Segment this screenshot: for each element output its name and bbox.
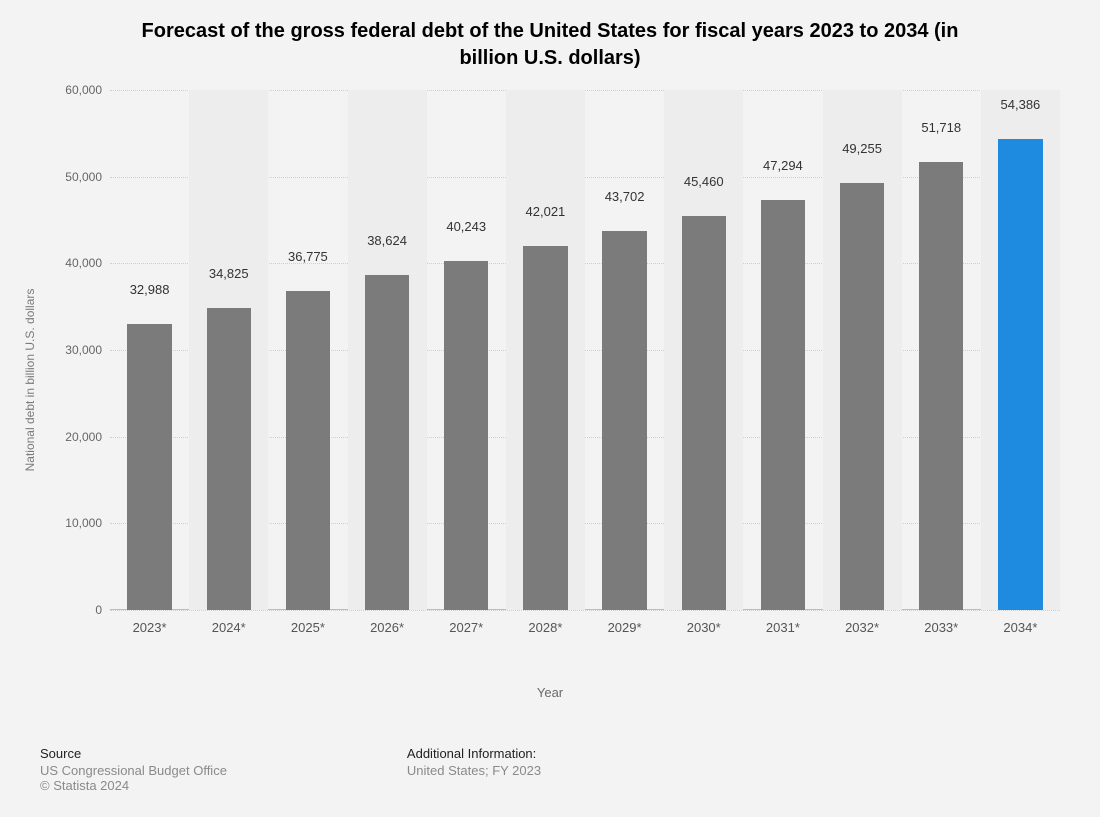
- bar: [919, 162, 963, 610]
- x-tick-label: 2025*: [268, 610, 347, 635]
- bar-slot: 32,9882023*: [110, 90, 189, 610]
- source-heading: Source: [40, 746, 227, 761]
- title-line-2: billion U.S. dollars): [459, 47, 640, 69]
- x-tick-label: 2032*: [823, 610, 902, 635]
- bar: [127, 324, 171, 610]
- y-axis-label: National debt in billion U.S. dollars: [23, 289, 37, 472]
- bar-value-label: 38,624: [348, 233, 427, 254]
- x-tick-label: 2027*: [427, 610, 506, 635]
- bar-value-label: 45,460: [664, 174, 743, 195]
- bar: [444, 261, 488, 610]
- x-tick-label: 2029*: [585, 610, 664, 635]
- bar-value-label: 54,386: [981, 97, 1060, 118]
- y-tick-label: 30,000: [65, 343, 102, 357]
- y-tick-label: 40,000: [65, 256, 102, 270]
- x-tick-label: 2033*: [902, 610, 981, 635]
- x-tick-label: 2028*: [506, 610, 585, 635]
- source-block: Source US Congressional Budget Office © …: [40, 746, 227, 793]
- bar-value-label: 47,294: [743, 158, 822, 179]
- bar: [207, 308, 251, 610]
- bar-value-label: 43,702: [585, 189, 664, 210]
- bar: [286, 291, 330, 610]
- y-tick-label: 50,000: [65, 170, 102, 184]
- bar-slot: 47,2942031*: [743, 90, 822, 610]
- source-line-1: US Congressional Budget Office: [40, 763, 227, 778]
- additional-info-line-1: United States; FY 2023: [407, 763, 541, 778]
- y-tick-label: 60,000: [65, 83, 102, 97]
- bar-value-label: 49,255: [823, 141, 902, 162]
- chart-title: Forecast of the gross federal debt of th…: [0, 0, 1100, 72]
- bar-slot: 40,2432027*: [427, 90, 506, 610]
- x-tick-label: 2026*: [348, 610, 427, 635]
- bar-slot: 51,7182033*: [902, 90, 981, 610]
- bar-slot: 54,3862034*: [981, 90, 1060, 610]
- chart-area: National debt in billion U.S. dollars 01…: [40, 90, 1060, 670]
- bar: [840, 183, 884, 610]
- y-tick-label: 20,000: [65, 430, 102, 444]
- bar: [761, 200, 805, 610]
- bar-slot: 43,7022029*: [585, 90, 664, 610]
- x-tick-label: 2031*: [743, 610, 822, 635]
- bar-slot: 45,4602030*: [664, 90, 743, 610]
- bar-slot: 49,2552032*: [823, 90, 902, 610]
- bar-value-label: 51,718: [902, 120, 981, 141]
- bar-value-label: 42,021: [506, 204, 585, 225]
- bar: [602, 231, 646, 610]
- x-tick-label: 2034*: [981, 610, 1060, 635]
- bar-slot: 34,8252024*: [189, 90, 268, 610]
- bar: [998, 139, 1042, 610]
- y-tick-label: 0: [95, 603, 102, 617]
- x-tick-label: 2024*: [189, 610, 268, 635]
- additional-info-block: Additional Information: United States; F…: [407, 746, 541, 793]
- bar: [682, 216, 726, 610]
- source-line-2: © Statista 2024: [40, 778, 227, 793]
- x-axis-label: Year: [537, 685, 563, 700]
- bar-value-label: 32,988: [110, 282, 189, 303]
- additional-info-heading: Additional Information:: [407, 746, 541, 761]
- bar-slot: 38,6242026*: [348, 90, 427, 610]
- bar-value-label: 40,243: [427, 219, 506, 240]
- chart-footer: Source US Congressional Budget Office © …: [40, 746, 1060, 793]
- bar-value-label: 34,825: [189, 266, 268, 287]
- plot-area: 010,00020,00030,00040,00050,00060,00032,…: [110, 90, 1060, 610]
- x-tick-label: 2030*: [664, 610, 743, 635]
- y-tick-label: 10,000: [65, 516, 102, 530]
- title-line-1: Forecast of the gross federal debt of th…: [142, 20, 959, 42]
- bar-slot: 42,0212028*: [506, 90, 585, 610]
- bar: [523, 246, 567, 610]
- x-tick-label: 2023*: [110, 610, 189, 635]
- bar-slot: 36,7752025*: [268, 90, 347, 610]
- bar-value-label: 36,775: [268, 249, 347, 270]
- bar: [365, 275, 409, 610]
